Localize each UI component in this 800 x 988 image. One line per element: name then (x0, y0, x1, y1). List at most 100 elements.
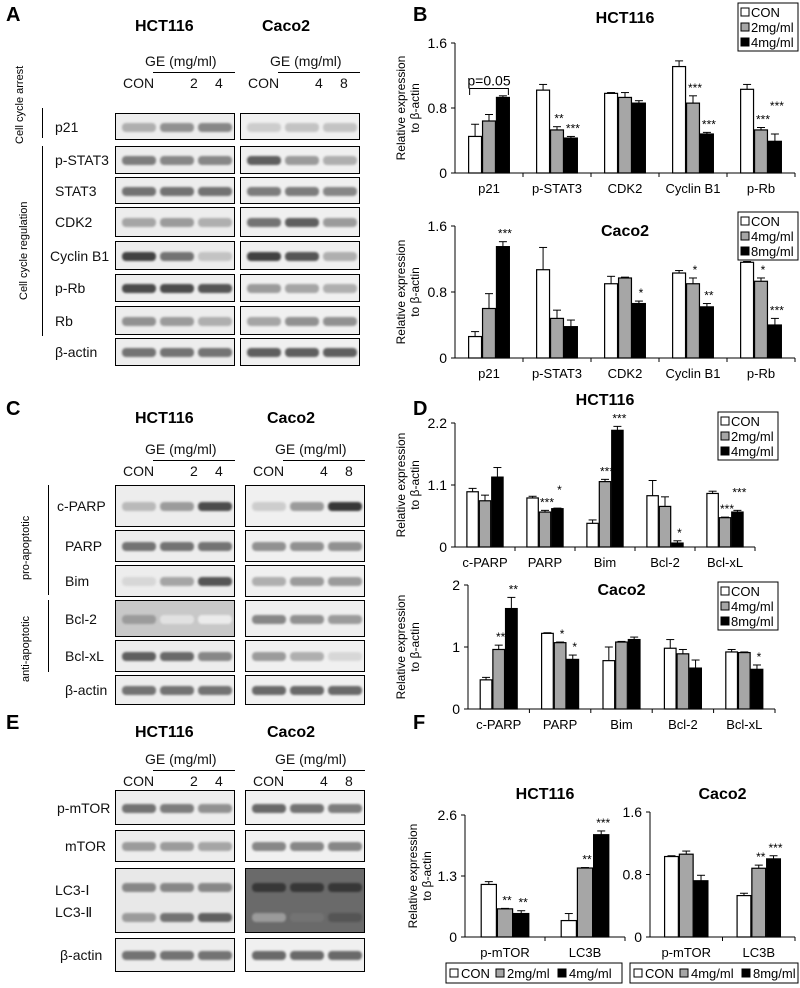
blot-band (252, 614, 286, 624)
bar (751, 867, 767, 938)
blot-band (198, 913, 232, 923)
lane-label: 2 (190, 463, 198, 479)
group-bracket (48, 485, 49, 595)
blot-image (115, 790, 235, 825)
blot-band (252, 542, 286, 551)
blot-band (285, 348, 319, 357)
y-tick-label: 0 (634, 929, 642, 945)
y-tick-label: 0.8 (623, 867, 643, 883)
bar (767, 140, 782, 174)
bar (536, 269, 551, 359)
bar (551, 508, 564, 548)
bar (753, 280, 769, 359)
bar (725, 651, 739, 710)
legend-label: CON (731, 414, 760, 429)
x-tick-label: PARP (528, 555, 562, 570)
blot-band (285, 251, 319, 261)
y-tick-label: 2.2 (428, 415, 448, 431)
x-tick-label: p21 (478, 366, 500, 381)
significance-marker: * (572, 640, 577, 654)
blot-image (240, 113, 360, 140)
bar (663, 855, 679, 938)
blot-band (122, 251, 156, 261)
y-tick-label: 0 (452, 701, 460, 717)
blot-band (247, 122, 281, 132)
cell-line-title: HCT116 (135, 18, 194, 35)
blot-row-label: LC3-Ⅱ (55, 903, 93, 920)
blot-band (198, 156, 232, 165)
blot-band (290, 883, 324, 893)
blot-band (328, 652, 362, 661)
y-tick-label: 2.6 (438, 807, 458, 823)
x-tick-label: Bcl-2 (668, 717, 698, 732)
blot-band (160, 251, 194, 261)
legend-swatch (633, 968, 643, 978)
x-tick-label: c-PARP (462, 555, 507, 570)
legend-label: 8mg/ml (751, 244, 794, 259)
blot-band (122, 951, 156, 960)
blot-band (290, 542, 324, 551)
legend-swatch (720, 431, 730, 441)
x-tick-label: Bim (610, 717, 632, 732)
blot-image (115, 530, 235, 562)
blot-band (122, 284, 156, 293)
bar (586, 522, 599, 548)
blot-band (198, 122, 232, 132)
legend-label: 4mg/ml (691, 966, 734, 981)
bar (604, 283, 619, 359)
blot-band (323, 186, 357, 196)
bar (604, 92, 619, 174)
blot-band (160, 348, 194, 357)
lane-label: 4 (320, 773, 328, 789)
blot-band (160, 803, 194, 813)
bar (541, 632, 554, 710)
chart-title: Caco2 (698, 786, 746, 803)
blot-band (252, 502, 286, 511)
blot-row-label: Rb (55, 312, 73, 329)
y-tick-label: 0.8 (428, 100, 448, 116)
legend-swatch (720, 616, 730, 626)
blot-band (160, 186, 194, 196)
blot-band (285, 122, 319, 132)
lane-label: CON (253, 773, 285, 789)
blot-band (198, 316, 232, 326)
bar (685, 283, 701, 359)
y-tick-label: 1.3 (438, 868, 458, 884)
bar (466, 491, 479, 548)
legend-swatch (720, 586, 730, 596)
blot-row-label: p21 (55, 118, 79, 135)
blot-band (122, 577, 156, 586)
blot-band (285, 186, 319, 196)
bar (549, 317, 565, 359)
blot-image (240, 241, 360, 270)
bar (479, 679, 493, 710)
blot-band (323, 251, 357, 261)
treatment-label: GE (mg/ml) (270, 53, 342, 69)
blot-band (160, 686, 194, 695)
blot-band (198, 842, 232, 851)
significance-marker: * (560, 627, 565, 641)
bar (617, 277, 633, 359)
x-tick-label: Cyclin B1 (666, 366, 721, 381)
blot-image (115, 207, 235, 237)
blot-image (240, 338, 360, 366)
blot-row-label: β-actin (60, 947, 103, 963)
blot-image (245, 868, 365, 933)
blot-image (115, 600, 235, 637)
blot-band (285, 284, 319, 293)
legend-label: CON (461, 966, 490, 981)
blot-image (245, 530, 365, 562)
blot-band (323, 316, 357, 326)
blot-band (323, 156, 357, 165)
treatment-label: GE (mg/ml) (275, 441, 347, 457)
x-tick-label: p-mTOR (661, 945, 711, 960)
blot-band (160, 913, 194, 923)
blot-band (247, 251, 281, 261)
significance-marker: ** (496, 630, 506, 644)
legend-box (629, 962, 799, 984)
bar (658, 505, 672, 548)
bar (566, 658, 580, 710)
x-tick-label: p-Rb (747, 366, 775, 381)
blot-band (290, 842, 324, 851)
